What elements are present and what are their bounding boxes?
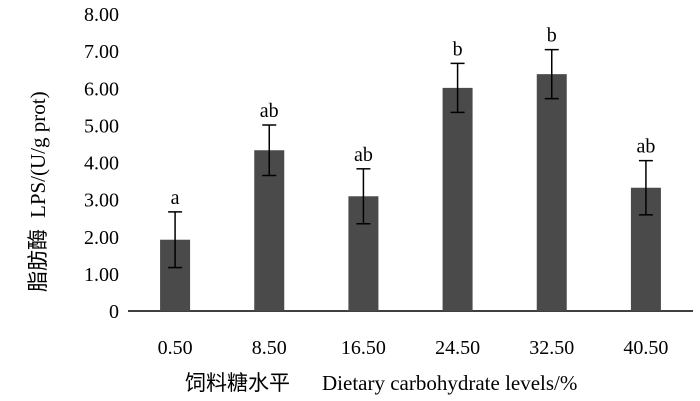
y-tick-label: 6.00 [84, 78, 119, 100]
x-axis-title-cn: 饲料糖水平 [185, 371, 290, 395]
significance-label: ab [636, 136, 655, 158]
x-axis-title-en: Dietary carbohydrate levels/% [322, 371, 577, 395]
y-axis-title-en: LPS/(U/g prot) [26, 91, 50, 218]
y-tick-label: 1.00 [84, 264, 119, 286]
y-tick-label: 2.00 [84, 227, 119, 249]
x-tick-label: 24.50 [435, 337, 480, 359]
x-tick-label: 32.50 [529, 337, 574, 359]
bar [536, 74, 567, 311]
error-bar [168, 211, 183, 269]
significance-label: ab [354, 144, 373, 166]
error-bar [450, 62, 465, 114]
x-tick-labels: 0.50 8.50 16.50 24.50 32.50 40.50 [158, 337, 669, 359]
bar [442, 87, 473, 311]
y-tick-label: 0 [109, 301, 119, 323]
y-tick-label: 5.00 [84, 115, 119, 137]
x-tick-label: 0.50 [158, 337, 193, 359]
y-tick-label: 8.00 [84, 4, 119, 26]
x-tick-label: 16.50 [341, 337, 386, 359]
y-tick-label: 7.00 [84, 41, 119, 63]
error-bar [262, 124, 277, 177]
significance-label: a [171, 187, 180, 209]
significance-label: b [547, 25, 557, 47]
y-axis-title: 脂肪酶 LPS/(U/g prot) [26, 91, 50, 292]
y-axis-title-cn: 脂肪酶 [26, 229, 50, 292]
bars [160, 74, 661, 311]
x-tick-label: 40.50 [623, 337, 668, 359]
significance-label: b [453, 38, 463, 60]
y-tick-label: 3.00 [84, 190, 119, 212]
error-bars [168, 48, 653, 269]
y-tick-labels: 0 1.00 2.00 3.00 4.00 5.00 6.00 7.00 8.00 [84, 4, 119, 323]
error-bar [638, 159, 653, 216]
x-axis-title: 饲料糖水平 Dietary carbohydrate levels/% [185, 371, 577, 395]
bar [254, 150, 285, 311]
error-bar [544, 48, 559, 100]
y-tick-label: 4.00 [84, 153, 119, 175]
significance-label: ab [260, 100, 279, 122]
x-tick-label: 8.50 [252, 337, 287, 359]
error-bar [356, 168, 371, 225]
significance-labels: a ab ab b b ab [171, 25, 656, 209]
